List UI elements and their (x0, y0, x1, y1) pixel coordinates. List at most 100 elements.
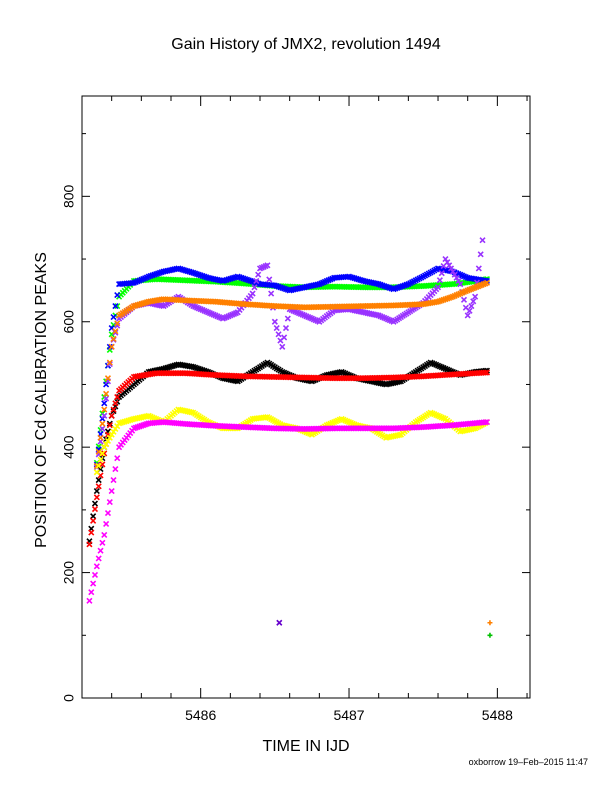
data-point (264, 262, 271, 269)
series-3 (93, 279, 491, 470)
footer-timestamp: oxborrow 19–Feb–2015 11:47 (468, 757, 588, 767)
data-point (276, 619, 283, 626)
series-1 (93, 265, 491, 468)
data-point (106, 420, 113, 427)
data-point (106, 361, 113, 368)
data-point (95, 483, 102, 490)
x-tick-label: 5488 (482, 707, 513, 723)
series-7 (86, 419, 491, 604)
data-point (110, 477, 117, 484)
data-point (483, 279, 491, 286)
data-point (101, 406, 108, 413)
data-point (479, 237, 486, 244)
y-tick-label: 200 (61, 561, 77, 585)
data-point (255, 271, 262, 278)
data-point (279, 343, 286, 350)
data-point (108, 412, 115, 419)
data-point (282, 324, 290, 332)
data-point (483, 419, 491, 426)
data-point (460, 296, 468, 303)
data-point (472, 293, 479, 300)
data-point (106, 498, 113, 506)
data-point (106, 422, 113, 429)
data-point (101, 531, 108, 539)
data-point (446, 262, 453, 269)
data-point (436, 277, 443, 284)
data-point (114, 292, 121, 299)
data-point (91, 500, 99, 507)
x-tick-label: 5486 (185, 707, 216, 723)
data-point (104, 437, 112, 444)
data-point (114, 455, 121, 462)
data-point (251, 284, 258, 291)
data-point (88, 529, 95, 536)
data-point (93, 469, 100, 476)
data-point (112, 329, 119, 336)
data-point (93, 563, 100, 570)
data-point (99, 425, 106, 432)
data-point (442, 255, 449, 263)
data-point (470, 298, 477, 305)
data-point (91, 506, 99, 513)
data-point (106, 359, 113, 366)
data-point (90, 580, 97, 587)
data-point (101, 444, 108, 451)
data-point (86, 597, 93, 604)
series-10 (487, 632, 493, 638)
data-point (438, 270, 445, 277)
data-point (108, 487, 115, 495)
data-point (449, 268, 456, 275)
data-point (483, 369, 491, 376)
data-point (444, 259, 451, 266)
y-tick-label: 0 (61, 694, 77, 702)
data-point (114, 303, 121, 310)
data-point (112, 328, 119, 335)
data-point (106, 434, 113, 441)
data-point (451, 271, 458, 278)
data-point (275, 331, 282, 338)
plot-frame (81, 95, 531, 699)
data-point (88, 589, 95, 596)
data-point (253, 277, 260, 285)
data-point (284, 315, 291, 322)
data-point (97, 547, 104, 554)
data-point (464, 312, 471, 319)
data-point (112, 303, 119, 310)
data-point (482, 369, 489, 376)
data-point (466, 307, 473, 314)
data-point (90, 513, 97, 520)
y-tick-label: 400 (61, 435, 77, 459)
data-point (93, 487, 100, 495)
data-point (99, 539, 106, 546)
data-point (447, 265, 455, 272)
data-point (93, 494, 100, 501)
data-point (110, 313, 117, 321)
data-point (91, 571, 99, 579)
series-6 (93, 406, 491, 476)
series-layer (86, 237, 493, 638)
data-point (266, 276, 273, 283)
data-point (86, 541, 93, 548)
data-point (110, 406, 117, 413)
data-point (97, 456, 104, 463)
data-point (487, 632, 493, 638)
data-point (103, 520, 110, 528)
data-point (103, 390, 110, 397)
data-point (268, 290, 275, 297)
series-4 (86, 359, 491, 545)
data-point (457, 281, 464, 288)
data-point (95, 448, 102, 455)
data-point (110, 408, 117, 415)
data-point (101, 400, 108, 407)
data-point (106, 343, 113, 350)
data-point (434, 284, 442, 291)
data-point (99, 450, 106, 457)
data-point (273, 324, 280, 332)
data-point (99, 420, 106, 427)
data-point (114, 393, 121, 401)
data-point (281, 334, 288, 341)
series-8 (276, 619, 283, 626)
data-point (453, 274, 460, 281)
data-point (108, 343, 115, 350)
